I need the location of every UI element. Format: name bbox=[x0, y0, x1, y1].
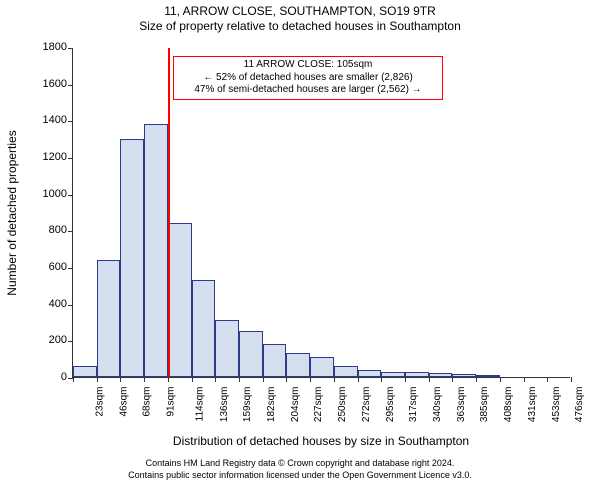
ytick-mark bbox=[68, 231, 73, 232]
xtick-label: 340sqm bbox=[432, 387, 443, 423]
histogram-bar bbox=[215, 320, 239, 377]
ytick-label: 1200 bbox=[43, 151, 67, 163]
histogram-bar bbox=[286, 353, 310, 377]
xtick-mark bbox=[73, 377, 74, 382]
histogram-bar bbox=[168, 223, 192, 377]
xtick-mark bbox=[192, 377, 193, 382]
xtick-mark bbox=[144, 377, 145, 382]
histogram-bar bbox=[97, 260, 121, 377]
ytick-mark bbox=[68, 121, 73, 122]
ytick-mark bbox=[68, 158, 73, 159]
xtick-label: 23sqm bbox=[95, 387, 106, 417]
xtick-mark bbox=[452, 377, 453, 382]
footer-attribution: Contains HM Land Registry data © Crown c… bbox=[0, 458, 600, 481]
histogram-bar bbox=[476, 375, 500, 377]
histogram-bar bbox=[358, 370, 382, 377]
xtick-mark bbox=[239, 377, 240, 382]
ytick-label: 1800 bbox=[43, 41, 67, 53]
xtick-mark bbox=[571, 377, 572, 382]
histogram-bar bbox=[192, 280, 216, 377]
ytick-mark bbox=[68, 268, 73, 269]
xtick-label: 453sqm bbox=[551, 387, 562, 423]
xtick-mark bbox=[381, 377, 382, 382]
histogram-bar bbox=[144, 124, 168, 377]
ytick-mark bbox=[68, 305, 73, 306]
histogram-bar bbox=[405, 372, 429, 377]
footer-line1: Contains HM Land Registry data © Crown c… bbox=[0, 458, 600, 470]
annotation-line: ← 52% of detached houses are smaller (2,… bbox=[180, 72, 436, 85]
xtick-mark bbox=[310, 377, 311, 382]
xtick-mark bbox=[215, 377, 216, 382]
xtick-mark bbox=[476, 377, 477, 382]
y-axis-label: Number of detached properties bbox=[5, 48, 19, 378]
histogram-bar bbox=[239, 331, 263, 377]
ytick-mark bbox=[68, 195, 73, 196]
xtick-label: 68sqm bbox=[142, 387, 153, 417]
histogram-bar bbox=[310, 357, 334, 377]
xtick-label: 91sqm bbox=[166, 387, 177, 417]
ytick-label: 200 bbox=[49, 334, 67, 346]
xtick-label: 159sqm bbox=[242, 387, 253, 423]
annotation-callout: 11 ARROW CLOSE: 105sqm← 52% of detached … bbox=[173, 56, 443, 100]
histogram-bar bbox=[452, 374, 476, 377]
ytick-label: 1000 bbox=[43, 188, 67, 200]
xtick-label: 272sqm bbox=[361, 387, 372, 423]
xtick-mark bbox=[263, 377, 264, 382]
xtick-mark bbox=[405, 377, 406, 382]
xtick-label: 204sqm bbox=[290, 387, 301, 423]
ytick-label: 0 bbox=[61, 371, 67, 383]
xtick-label: 182sqm bbox=[266, 387, 277, 423]
xtick-label: 317sqm bbox=[408, 387, 419, 423]
footer-line2: Contains public sector information licen… bbox=[0, 470, 600, 482]
xtick-label: 250sqm bbox=[337, 387, 348, 423]
xtick-label: 295sqm bbox=[385, 387, 396, 423]
xtick-mark bbox=[168, 377, 169, 382]
histogram-bar bbox=[429, 373, 453, 377]
annotation-line: 11 ARROW CLOSE: 105sqm bbox=[180, 59, 436, 72]
xtick-label: 363sqm bbox=[456, 387, 467, 423]
xtick-mark bbox=[97, 377, 98, 382]
xtick-mark bbox=[358, 377, 359, 382]
histogram-bar bbox=[334, 366, 358, 377]
x-axis-label: Distribution of detached houses by size … bbox=[72, 434, 570, 448]
ytick-label: 800 bbox=[49, 224, 67, 236]
xtick-label: 114sqm bbox=[194, 387, 205, 422]
xtick-label: 476sqm bbox=[574, 387, 585, 423]
xtick-label: 46sqm bbox=[118, 387, 129, 417]
xtick-mark bbox=[120, 377, 121, 382]
histogram-bar bbox=[120, 139, 144, 377]
xtick-label: 136sqm bbox=[219, 387, 230, 423]
annotation-line: 47% of semi-detached houses are larger (… bbox=[180, 84, 436, 97]
ytick-label: 600 bbox=[49, 261, 67, 273]
histogram-bar bbox=[73, 366, 97, 377]
xtick-label: 408sqm bbox=[503, 387, 514, 423]
ytick-mark bbox=[68, 85, 73, 86]
plot-area: 02004006008001000120014001600180023sqm46… bbox=[72, 48, 570, 378]
ytick-label: 1600 bbox=[43, 78, 67, 90]
xtick-mark bbox=[524, 377, 525, 382]
xtick-label: 431sqm bbox=[527, 387, 538, 423]
xtick-mark bbox=[286, 377, 287, 382]
ytick-label: 400 bbox=[49, 298, 67, 310]
ytick-label: 1400 bbox=[43, 114, 67, 126]
ytick-mark bbox=[68, 48, 73, 49]
xtick-label: 385sqm bbox=[480, 387, 491, 423]
xtick-mark bbox=[429, 377, 430, 382]
histogram-bar bbox=[263, 344, 287, 377]
xtick-label: 227sqm bbox=[314, 387, 325, 423]
ytick-mark bbox=[68, 341, 73, 342]
histogram-bar bbox=[381, 372, 405, 378]
chart-container: 0 200 400 600 800 1000 1200 1400 1600 1800 23sqm 46… bbox=[0, 0, 600, 500]
xtick-mark bbox=[500, 377, 501, 382]
reference-line bbox=[168, 48, 170, 377]
xtick-mark bbox=[334, 377, 335, 382]
xtick-mark bbox=[547, 377, 548, 382]
